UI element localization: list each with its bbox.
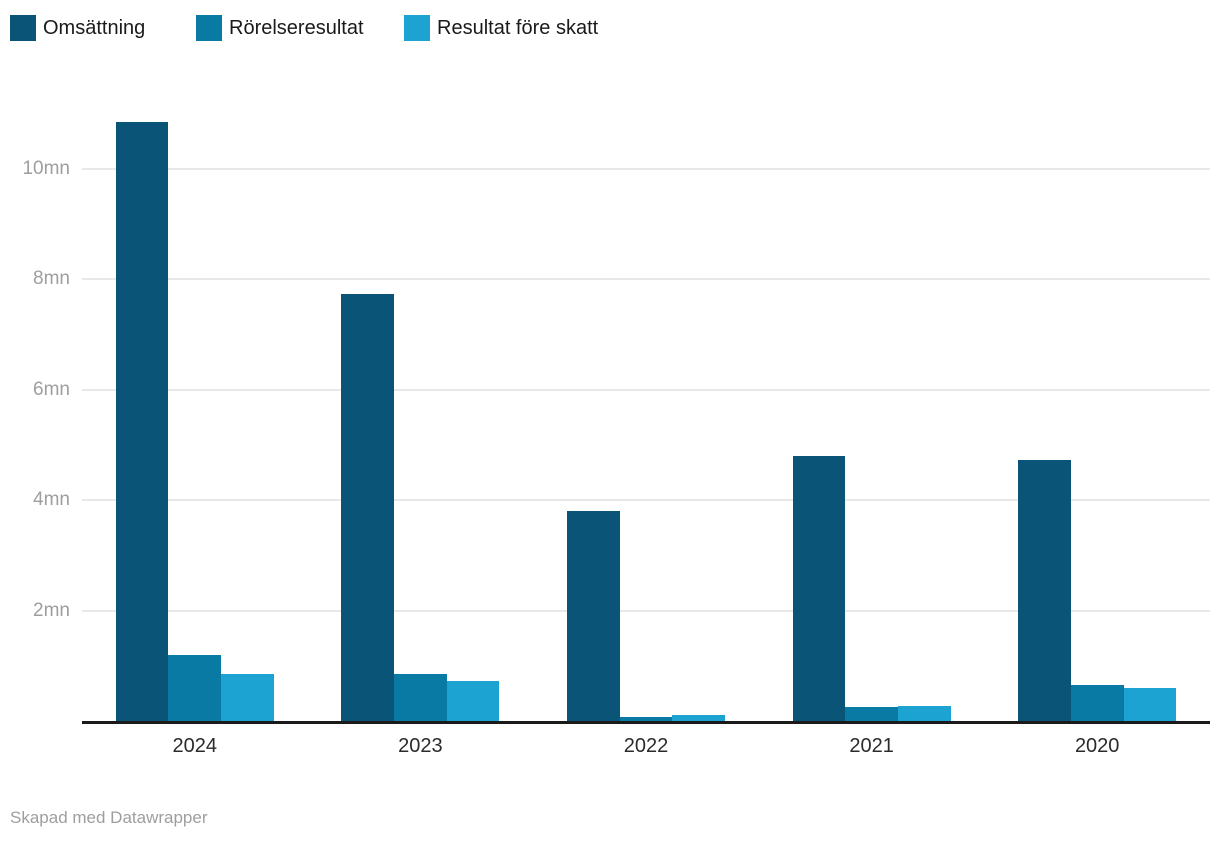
y-axis-tick-label: 10mn <box>22 158 70 179</box>
y-axis-tick-label: 6mn <box>33 378 70 400</box>
legend-item-1: Rörelseresultat <box>196 15 364 41</box>
legend-label: Resultat före skatt <box>437 16 599 39</box>
legend-label: Omsättning <box>43 16 146 39</box>
bar-2024-series-2[interactable] <box>221 674 274 721</box>
bar-2020-series-1[interactable] <box>1070 684 1124 721</box>
bar-2020-series-0[interactable] <box>1018 460 1071 721</box>
bar-2022-series-0[interactable] <box>566 511 620 721</box>
legend-item-2: Resultat före skatt <box>404 15 598 41</box>
gridline-2mn <box>82 609 1210 612</box>
x-axis-tick-label-2021: 2021 <box>849 735 894 757</box>
legend-label: Rörelseresultat <box>229 16 364 39</box>
gridline-6mn <box>82 388 1210 391</box>
gridline-10mn <box>82 168 1210 170</box>
legend-swatch-resultat-fore-skatt <box>404 15 430 41</box>
bar-2021-series-0[interactable] <box>792 456 846 721</box>
bar-2024-series-0[interactable] <box>115 122 169 721</box>
x-axis-tick-label-2024: 2024 <box>172 735 218 757</box>
legend-swatch-omsattning <box>10 15 36 41</box>
bar-2023-series-1[interactable] <box>394 673 447 721</box>
bar-2023-series-2[interactable] <box>446 681 500 721</box>
x-axis-tick-label-2020: 2020 <box>1074 735 1120 757</box>
chart-legend: Omsättning Rörelseresultat Resultat före s… <box>0 0 1220 56</box>
legend-swatch-rorelseresultat <box>196 15 222 41</box>
bar-2023-series-0[interactable] <box>341 294 395 721</box>
y-axis-tick-label: 2mn <box>33 599 70 621</box>
bar-2024-series-1[interactable] <box>168 654 222 721</box>
bar-2022-series-2[interactable] <box>672 714 726 721</box>
datawrapper-credit-link[interactable]: Skapad med Datawrapper <box>10 808 208 827</box>
x-axis-line <box>82 721 1210 724</box>
gridline-8mn <box>82 278 1210 281</box>
x-axis-tick-label-2023: 2023 <box>398 735 443 757</box>
bar-2022-series-1[interactable] <box>619 717 673 721</box>
y-axis-tick-label: 4mn <box>33 489 70 511</box>
bar-2020-series-2[interactable] <box>1123 688 1177 721</box>
legend-item-0: Omsättning <box>10 15 145 41</box>
gridline-4mn <box>82 499 1210 502</box>
x-axis-tick-label-2022: 2022 <box>623 735 669 757</box>
bar-2021-series-1[interactable] <box>845 707 898 721</box>
y-axis-tick-label: 8mn <box>33 268 70 290</box>
plot-area: 2mn 4mn 6mn 8mn 10mn 2024 2023 2022 2021 2020 <box>22 122 1210 757</box>
bar-2021-series-2[interactable] <box>897 705 951 721</box>
